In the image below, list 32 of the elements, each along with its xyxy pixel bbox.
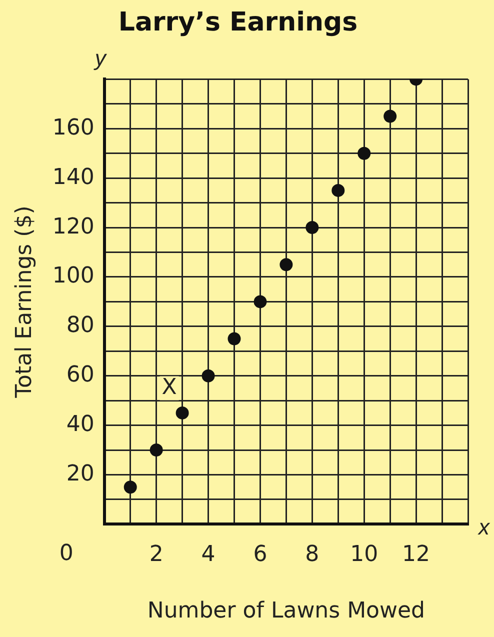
annotation: X [162,374,177,400]
x-tick-label: 10 [350,542,378,568]
x-axis-title: Number of Lawns Mowed [147,598,426,624]
y-tick-label: 20 [66,461,94,486]
x-tick-label: 4 [201,542,216,568]
point [202,369,215,382]
x-tick-label: 6 [253,542,268,568]
x-tick-label: 8 [305,542,320,568]
point [306,221,319,234]
point [176,406,189,420]
point [254,295,267,308]
point [280,258,293,272]
chart-title: Larry’s Earnings [118,7,358,38]
text: x [478,514,490,540]
point [228,332,241,346]
y-tick-label: 140 [52,164,94,190]
text: 0 [59,540,74,566]
x-tick-label: 12 [402,542,430,568]
y-tick-label: 80 [66,313,94,338]
point [150,444,163,457]
text: y [92,45,108,70]
y-tick-label: 40 [66,412,94,438]
y-tick-label: 60 [66,362,94,388]
y-tick-label: 160 [52,115,94,140]
y-axis-title: Total Earnings ($) [12,206,37,399]
y-tick-label: 120 [52,214,94,240]
point [384,110,397,123]
y-tick-label: 100 [52,264,94,289]
point [124,480,137,494]
x-tick-label: 2 [149,542,164,568]
point [358,146,371,160]
point [332,184,345,197]
